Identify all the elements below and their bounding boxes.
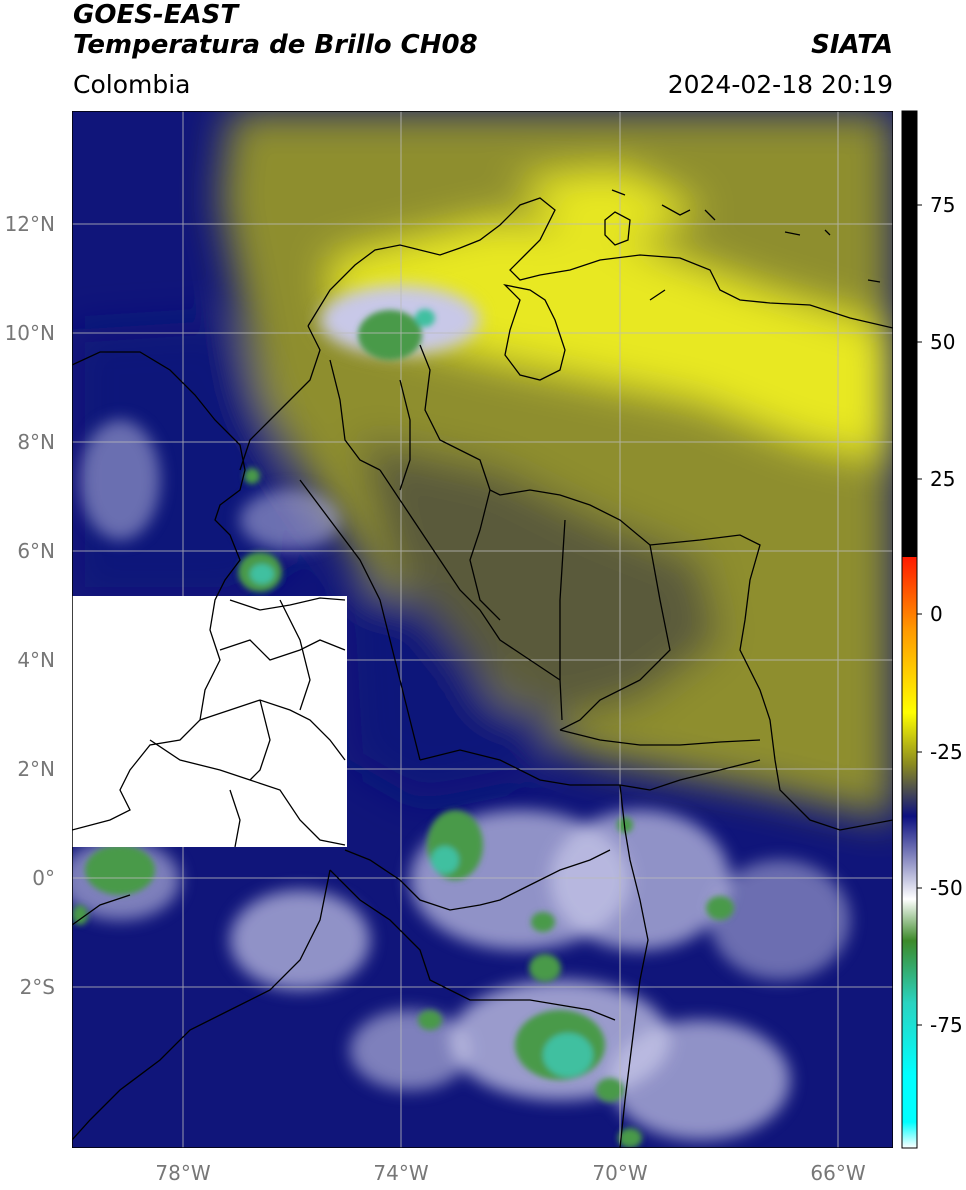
gridlines [72, 111, 893, 1148]
lon-tick-label: 78°W [155, 1161, 210, 1185]
latitude-axis: 12°N 10°N 8°N 6°N 4°N 2°N 0° 2°S [5, 212, 55, 999]
colorbar-tick-label: -50 [930, 876, 963, 900]
lat-tick-label: 2°S [20, 975, 55, 999]
colorbar-tick-label: 75 [930, 193, 955, 217]
lon-tick-label: 66°W [810, 1161, 865, 1185]
colorbar-tick-label: 25 [930, 467, 955, 491]
lat-tick-label: 6°N [17, 539, 55, 563]
lat-tick-label: 10°N [5, 321, 55, 345]
lat-tick-label: 0° [32, 866, 55, 890]
colorbar-tick-label: -75 [930, 1013, 963, 1037]
lat-tick-label: 2°N [17, 757, 55, 781]
lat-tick-label: 12°N [5, 212, 55, 236]
colorbar: 75 50 25 0 -25 -50 -75 [901, 110, 963, 1149]
colorbar-tick-label: -25 [930, 740, 963, 764]
colorbar-tick-label: 50 [930, 330, 955, 354]
country-borders [72, 189, 893, 1148]
longitude-axis: 78°W 74°W 70°W 66°W [155, 1161, 865, 1185]
region-subtitle: Colombia [73, 70, 191, 99]
lat-tick-label: 8°N [17, 430, 55, 454]
lat-tick-label: 4°N [17, 648, 55, 672]
agency-label: SIATA [811, 30, 893, 60]
brightness-temperature-field [72, 111, 893, 1148]
lon-tick-label: 70°W [592, 1161, 647, 1185]
no-data-region [72, 596, 347, 847]
colorbar-tick-label: 0 [930, 602, 943, 626]
timestamp: 2024-02-18 20:19 [667, 70, 893, 99]
title-line-1: GOES-EAST [73, 0, 239, 30]
title-line-2: Temperatura de Brillo CH08 [73, 30, 478, 60]
lon-tick-label: 74°W [373, 1161, 428, 1185]
